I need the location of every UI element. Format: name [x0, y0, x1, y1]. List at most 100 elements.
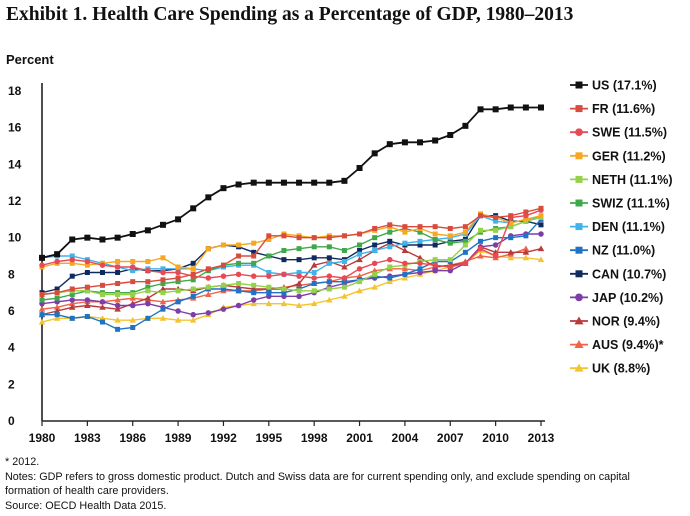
data-point	[357, 251, 363, 257]
data-point	[130, 268, 136, 274]
data-point	[295, 302, 303, 308]
data-point	[417, 266, 423, 272]
data-point	[462, 229, 468, 235]
data-point	[417, 242, 423, 248]
y-tick-label: 12	[8, 194, 22, 208]
data-point	[296, 179, 303, 186]
data-point	[311, 235, 317, 241]
data-point	[69, 253, 75, 259]
data-point	[236, 260, 242, 266]
data-point	[251, 290, 257, 296]
data-point	[175, 299, 181, 305]
data-point	[174, 316, 182, 323]
legend-label: SWE (11.5%)	[592, 126, 667, 140]
series-line	[41, 216, 542, 296]
data-point	[53, 304, 61, 310]
data-point	[129, 316, 136, 323]
data-point	[387, 244, 393, 250]
data-point	[115, 326, 121, 332]
data-point	[114, 234, 121, 241]
legend-item: CAN (10.7%)	[570, 267, 666, 281]
data-point	[310, 261, 318, 268]
data-point	[522, 245, 530, 252]
line-chart: Percent 0 2 4 6 8 10 12 14 16 18 1980 1983 1986 1989…	[6, 52, 673, 445]
x-tick-label: 2001	[346, 431, 373, 445]
data-point	[266, 233, 272, 239]
series-group	[38, 239, 545, 318]
x-tick-label: 2010	[482, 431, 509, 445]
data-point	[160, 269, 166, 276]
data-point	[493, 218, 499, 224]
data-point	[54, 295, 60, 301]
data-point	[175, 269, 181, 276]
data-point	[175, 264, 181, 270]
data-point	[144, 227, 151, 234]
data-point	[190, 286, 196, 292]
data-point	[311, 281, 317, 286]
data-point	[432, 137, 439, 144]
data-point	[129, 231, 136, 237]
legend-item: NETH (11.1%)	[570, 173, 673, 187]
data-point	[84, 314, 90, 319]
data-point	[371, 267, 378, 274]
data-point	[311, 270, 317, 275]
data-point	[235, 271, 242, 278]
data-point	[266, 253, 272, 259]
data-point	[281, 290, 287, 296]
data-point	[507, 104, 514, 111]
data-point	[538, 231, 544, 237]
data-point	[296, 246, 302, 252]
data-point	[130, 325, 136, 330]
x-tick-label: 1989	[165, 431, 192, 445]
data-point	[84, 302, 91, 308]
data-point	[190, 260, 196, 266]
data-point	[145, 259, 151, 264]
data-point	[537, 245, 545, 252]
x-tick-label: 1980	[29, 431, 56, 445]
data-point	[492, 106, 499, 113]
data-point	[462, 238, 468, 244]
series-line	[41, 207, 542, 296]
data-point	[251, 260, 257, 266]
series-group	[39, 205, 544, 297]
data-point	[357, 248, 363, 253]
data-point	[401, 139, 408, 146]
data-point	[356, 266, 363, 272]
data-point	[235, 181, 242, 188]
data-point	[356, 165, 363, 171]
series-line	[41, 214, 542, 275]
data-point	[402, 224, 408, 230]
series-line	[41, 209, 542, 279]
data-point	[296, 288, 302, 294]
data-point	[493, 227, 499, 233]
data-point	[115, 259, 121, 264]
data-point	[326, 279, 332, 285]
legend-item: JAP (10.2%)	[570, 291, 663, 305]
data-point	[508, 235, 514, 241]
data-point	[250, 300, 257, 307]
data-point	[417, 229, 423, 235]
data-point	[432, 257, 438, 263]
data-point	[159, 315, 167, 321]
legend-swatch-marker	[575, 152, 583, 160]
data-point	[477, 106, 484, 113]
series-line	[42, 218, 542, 330]
data-point	[54, 258, 60, 265]
data-point	[477, 252, 484, 259]
data-point	[38, 318, 46, 325]
x-tick-label: 1986	[119, 431, 146, 445]
data-point	[236, 288, 242, 294]
data-point	[477, 245, 484, 252]
legend-label: JAP (10.2%)	[592, 291, 663, 305]
data-point	[190, 205, 197, 212]
legend: US (17.1%) FR (11.6%) SWE (11.5%) GER (11.2…	[570, 79, 673, 376]
data-point	[387, 222, 393, 228]
data-point	[417, 260, 423, 267]
data-point	[296, 273, 302, 279]
data-point	[326, 273, 333, 279]
data-point	[522, 254, 530, 261]
data-point	[68, 300, 76, 307]
data-point	[401, 247, 409, 253]
data-point	[266, 270, 272, 275]
data-point	[356, 287, 363, 294]
